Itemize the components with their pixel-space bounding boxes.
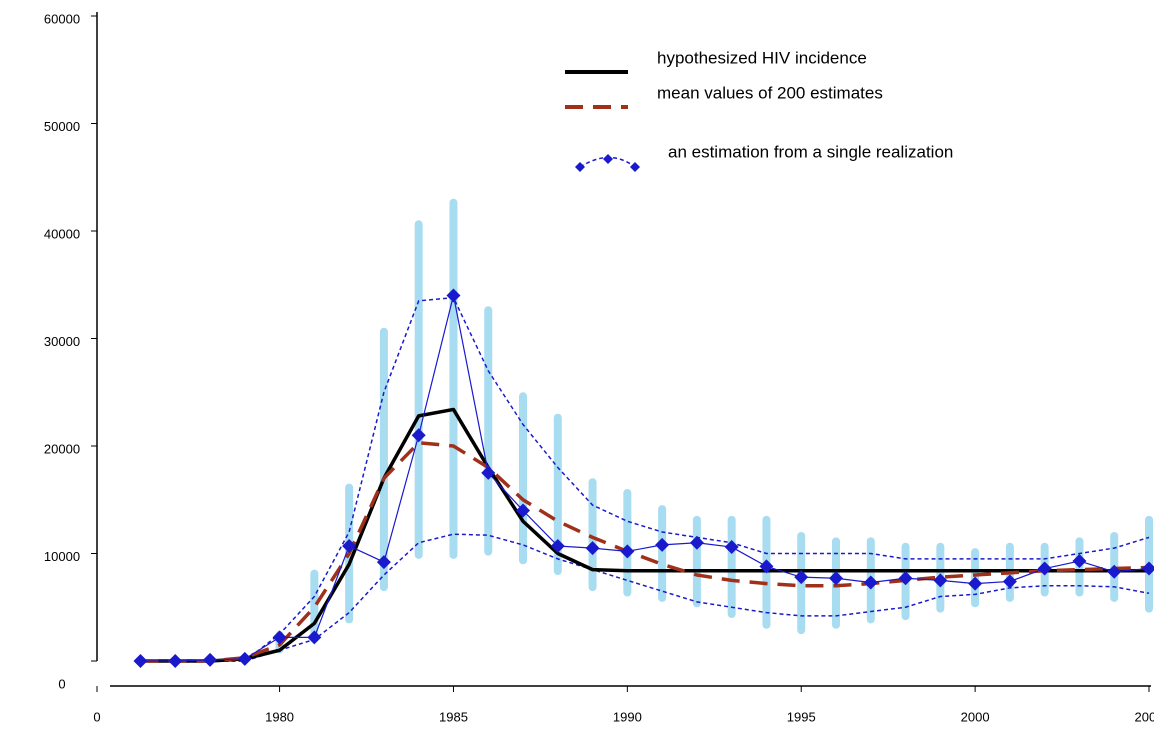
diamond-marker xyxy=(237,651,252,666)
x-tick-label: 2000 xyxy=(961,709,990,724)
diamond-marker xyxy=(863,575,878,590)
x-tick-label: 2005 xyxy=(1135,709,1154,724)
diamond-marker xyxy=(968,576,983,591)
diamond-marker xyxy=(759,559,774,574)
series-line xyxy=(140,441,1150,663)
x-tick-label: 1985 xyxy=(439,709,468,724)
y-tick-label: 60000 xyxy=(44,11,80,26)
y-tick-label: 40000 xyxy=(44,226,80,241)
diamond-marker xyxy=(655,537,670,552)
y-tick-label: 0 xyxy=(58,676,65,691)
legend-swatch xyxy=(630,162,640,172)
estimate-spread xyxy=(484,306,493,556)
y-tick-label: 50000 xyxy=(44,119,80,134)
series-line xyxy=(140,294,1150,662)
diamond-marker xyxy=(724,540,739,555)
estimate-spread xyxy=(379,327,388,592)
diamond-marker xyxy=(411,428,426,443)
x-tick-label: 0 xyxy=(93,709,100,724)
series-line xyxy=(140,407,1149,663)
estimate-spread xyxy=(727,515,736,618)
diamond-marker xyxy=(1142,561,1154,576)
estimate-spread xyxy=(692,515,701,608)
y-tick-label: 20000 xyxy=(44,441,80,456)
diamond-marker xyxy=(550,538,565,553)
estimate-spread xyxy=(414,220,423,559)
diamond-marker xyxy=(794,570,809,585)
diamond-marker xyxy=(620,544,635,559)
legend-label: an estimation from a single realization xyxy=(668,142,953,161)
legend-label: hypothesized HIV incidence xyxy=(657,48,867,67)
diamond-marker xyxy=(376,555,391,570)
diamond-marker xyxy=(689,535,704,550)
series-line xyxy=(140,533,1150,662)
x-tick-label: 1980 xyxy=(265,709,294,724)
estimate-spread xyxy=(588,478,597,592)
diamond-marker xyxy=(446,288,461,303)
legend-swatch xyxy=(575,162,585,172)
diamond-marker xyxy=(342,538,357,553)
y-tick-label: 10000 xyxy=(44,549,80,564)
estimate-spread xyxy=(519,392,528,565)
diamond-marker xyxy=(516,503,531,518)
estimate-spread xyxy=(553,413,562,575)
legend-label: mean values of 200 estimates xyxy=(657,83,883,102)
diamond-marker xyxy=(481,465,496,480)
diamond-marker xyxy=(1002,574,1017,589)
estimate-spread xyxy=(449,198,458,559)
diamond-marker xyxy=(168,654,183,668)
diamond-marker xyxy=(203,652,218,667)
diamond-marker xyxy=(933,573,948,588)
diamond-marker xyxy=(1072,554,1087,569)
y-tick-label: 30000 xyxy=(44,334,80,349)
estimate-spread xyxy=(623,489,632,597)
diamond-marker xyxy=(307,630,322,645)
estimate-spread xyxy=(658,505,667,602)
diamond-marker xyxy=(898,571,913,586)
diamond-marker xyxy=(272,630,287,645)
x-tick-label: 1995 xyxy=(787,709,816,724)
diamond-marker xyxy=(133,654,148,668)
diamond-marker xyxy=(585,541,600,556)
x-tick-label: 1990 xyxy=(613,709,642,724)
diamond-marker xyxy=(1107,564,1122,579)
diamond-marker xyxy=(829,571,844,586)
diamond-marker xyxy=(1037,561,1052,576)
legend-swatch xyxy=(603,154,613,164)
series-line xyxy=(140,296,1150,662)
